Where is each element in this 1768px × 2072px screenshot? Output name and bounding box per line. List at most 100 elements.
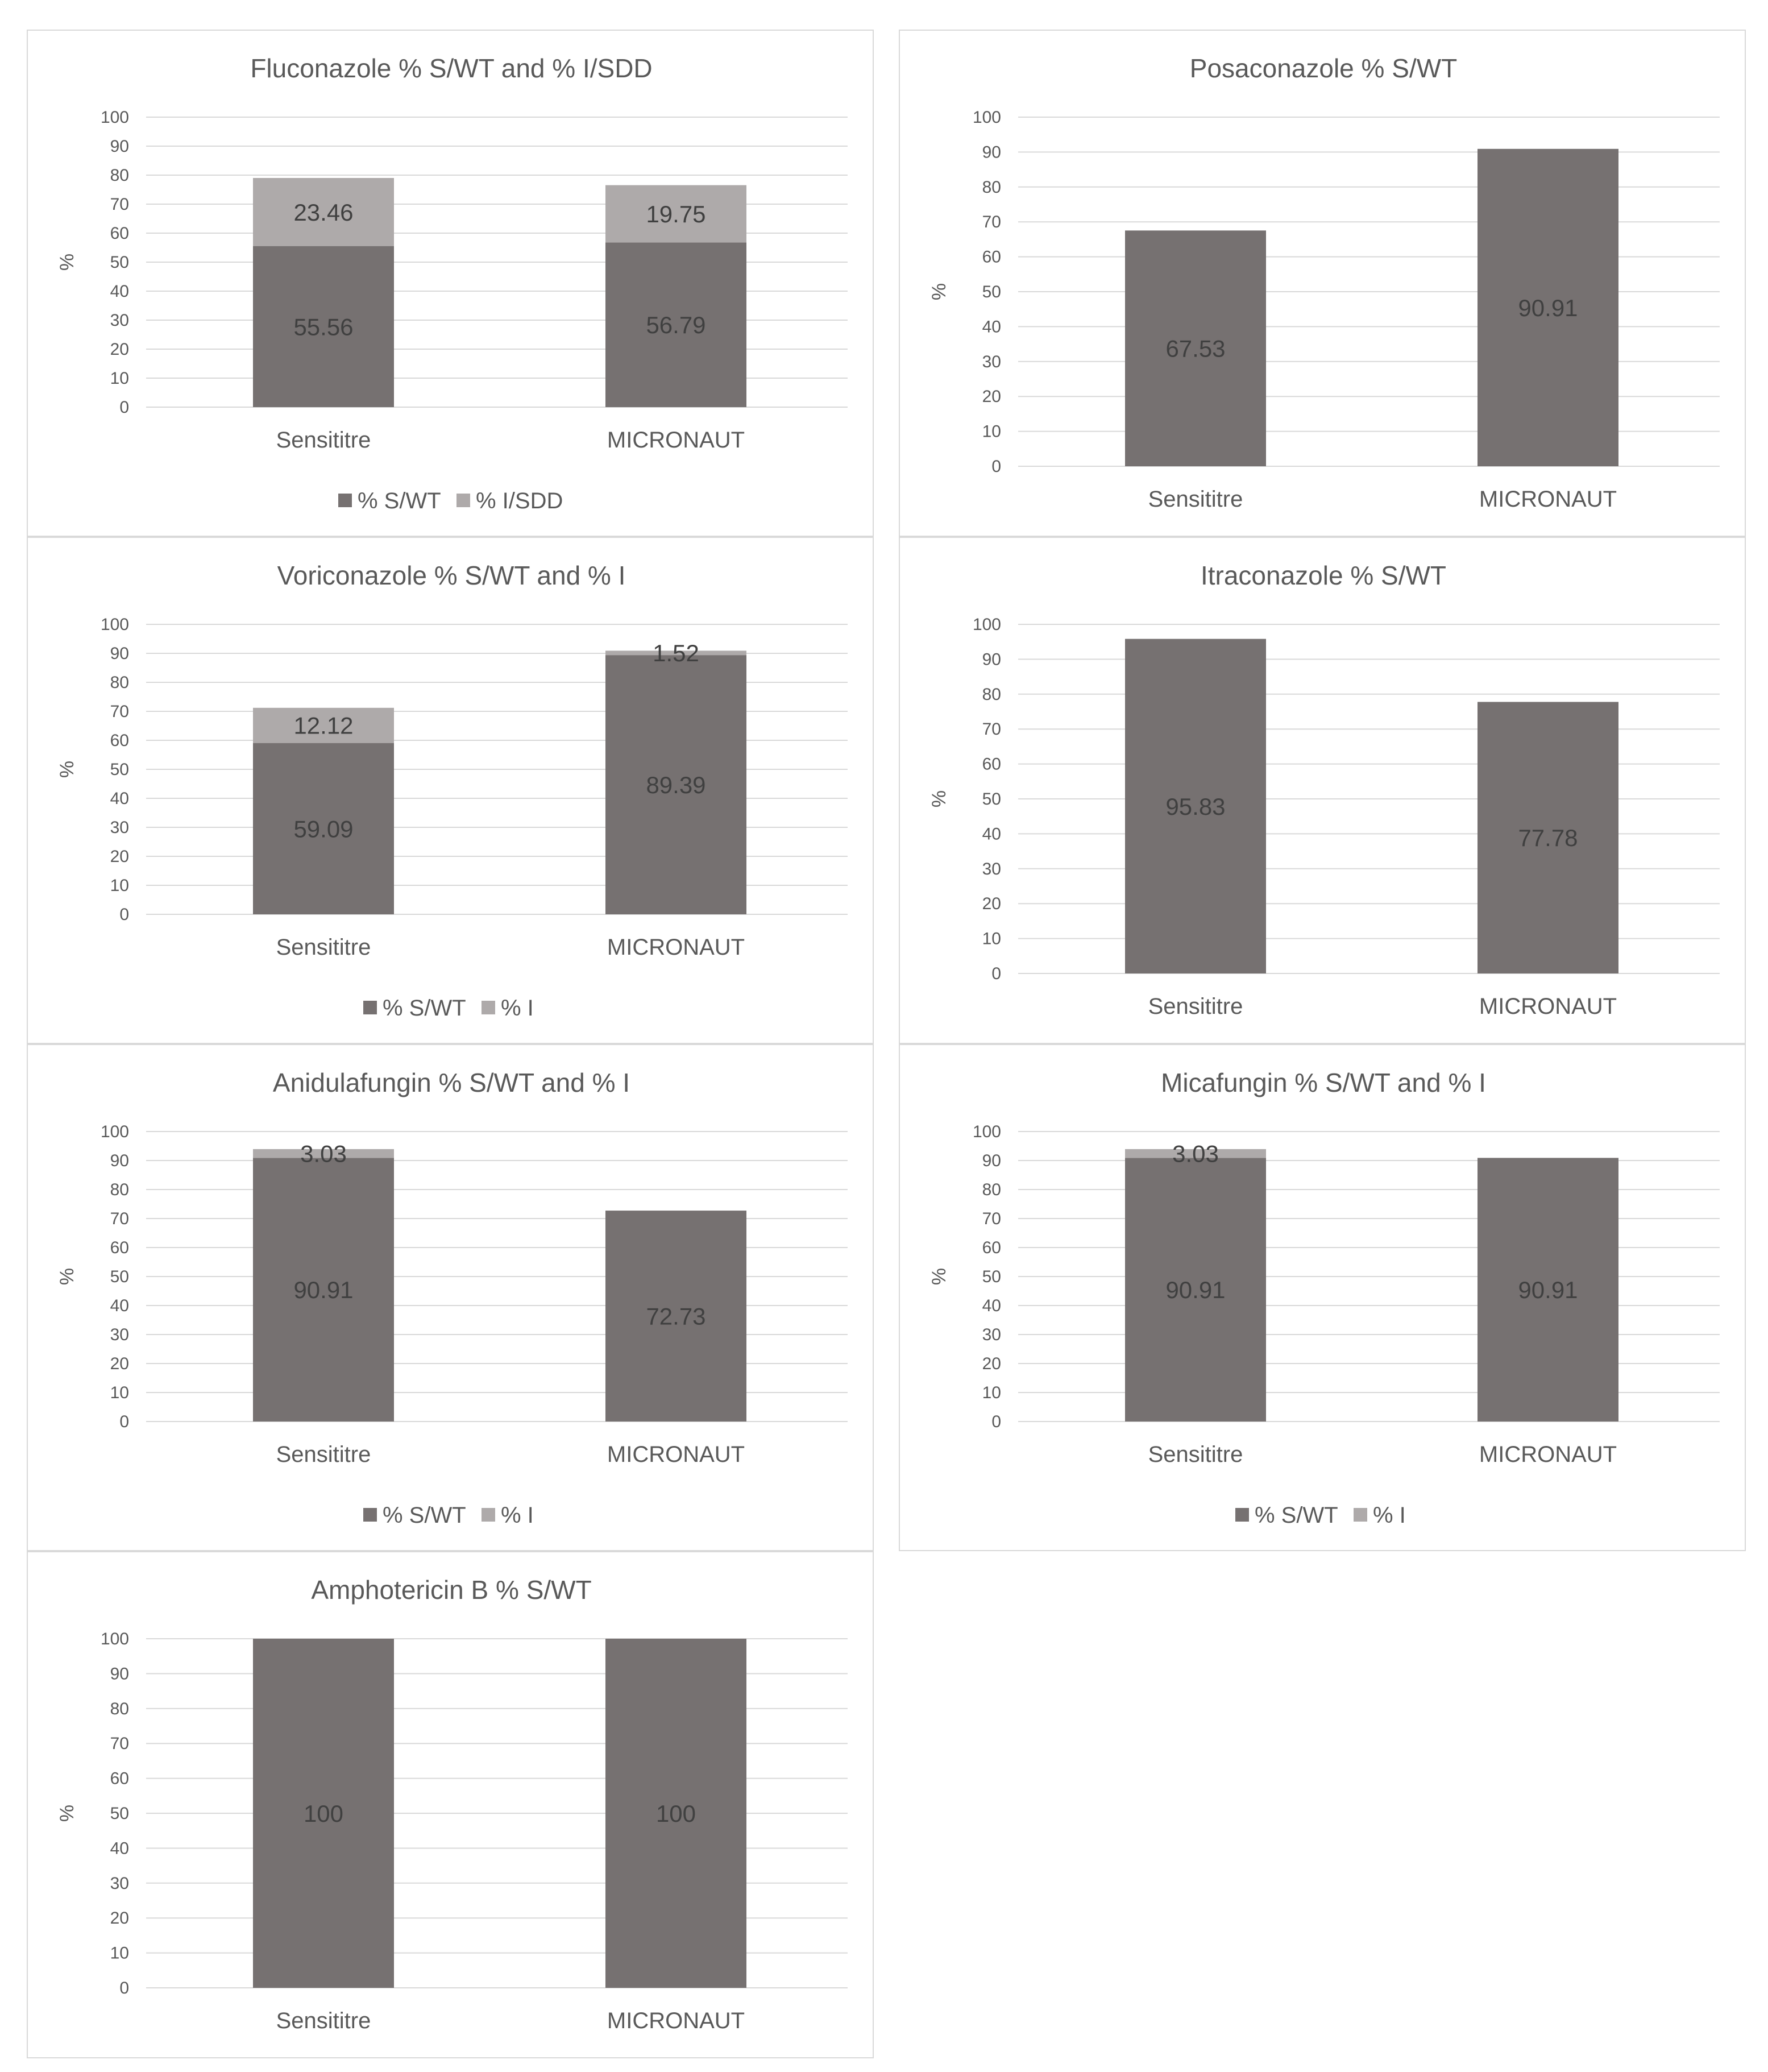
fluconazole-chart-panel: Fluconazole % S/WT and % I/SDD 0 10 20 30 40 5…: [27, 30, 874, 537]
y-tick-label: 60: [982, 248, 1001, 267]
data-label: 100: [304, 1800, 343, 1827]
bar-secondary-micronaut: [605, 650, 746, 656]
data-label: 95.83: [1165, 793, 1225, 820]
y-axis-title: %: [56, 761, 78, 778]
bar-primary-sensititre: [1125, 230, 1266, 466]
y-tick-label: 50: [110, 253, 129, 272]
y-tick-label: 40: [982, 317, 1001, 336]
legend-swatch: [482, 1001, 495, 1014]
data-label: 72.73: [646, 1303, 705, 1330]
bar-primary-micronaut: [605, 1211, 746, 1422]
y-tick-label: 80: [110, 673, 129, 692]
chart-title: Fluconazole % S/WT and % I/SDD: [250, 53, 652, 83]
anidulafungin-chart-panel: Anidulafungin % S/WT and % I 0 10 20 30 40 50 6…: [27, 1044, 874, 1551]
bar-primary-sensititre: [1125, 639, 1266, 973]
y-tick-label: 0: [991, 964, 1001, 983]
y-tick-label: 10: [982, 1383, 1001, 1402]
chart-svg: Itraconazole % S/WT 0 10 20 30 40 50 60 70 80 90 10…: [928, 561, 1720, 1019]
data-label: 77.78: [1518, 824, 1578, 851]
y-tick-label: 0: [119, 1979, 129, 1998]
y-tick-label: 0: [119, 905, 129, 924]
y-tick-label: 70: [982, 213, 1001, 231]
bar-primary-sensititre: [253, 246, 394, 407]
y-tick-label: 80: [110, 1180, 129, 1199]
category-label: MICRONAUT: [1479, 994, 1617, 1019]
y-tick-label: 50: [982, 1267, 1001, 1286]
y-tick-label: 70: [110, 702, 129, 721]
category-label: MICRONAUT: [607, 1442, 745, 1467]
y-tick-label: 80: [982, 1180, 1001, 1199]
y-tick-label: 40: [110, 1296, 129, 1315]
bar-primary-sensititre: [253, 1158, 394, 1422]
y-tick-label: 40: [982, 824, 1001, 843]
bar-primary-micronaut: [605, 242, 746, 407]
chart-title: Anidulafungin % S/WT and % I: [273, 1068, 630, 1097]
category-label: Sensititre: [1148, 1442, 1243, 1467]
y-tick-label: 90: [110, 1664, 129, 1683]
chart-title: Posaconazole % S/WT: [1190, 53, 1457, 83]
amphotericin-b-chart-panel: Amphotericin B % S/WT 0 10 20 30 40 50 60 70 80 90…: [27, 1551, 874, 2058]
legend-label: % S/WT: [358, 488, 441, 513]
y-tick-label: 90: [110, 137, 129, 156]
y-tick-label: 50: [110, 760, 129, 779]
data-label: 89.39: [646, 772, 705, 798]
y-tick-label: 60: [982, 1238, 1001, 1257]
y-tick-label: 50: [982, 790, 1001, 809]
posaconazole-chart-panel: Posaconazole % S/WT 0 10 20 30 40 50 60 70 80 90 10…: [899, 30, 1746, 537]
y-tick-label: 40: [982, 1296, 1001, 1315]
y-tick-label: 90: [110, 644, 129, 663]
y-tick-label: 30: [982, 353, 1001, 371]
bar-secondary-sensititre: [253, 1149, 394, 1158]
voriconazole-chart-panel: Voriconazole % S/WT and % I 0 10 20 30 40 50 60…: [27, 537, 874, 1044]
legend-swatch: [338, 494, 352, 507]
chart-title: Voriconazole % S/WT and % I: [277, 561, 626, 590]
y-tick-label: 30: [982, 860, 1001, 878]
y-axis-title: %: [928, 790, 950, 807]
y-tick-label: 0: [119, 1412, 129, 1431]
legend-label: % S/WT: [1255, 1503, 1338, 1528]
itraconazole-chart-panel: Itraconazole % S/WT 0 10 20 30 40 50 60 70 80 90 10…: [899, 537, 1746, 1044]
y-tick-label: 50: [982, 283, 1001, 301]
category-label: Sensititre: [276, 935, 371, 960]
y-tick-label: 60: [110, 224, 129, 243]
category-label: MICRONAUT: [607, 2008, 745, 2033]
y-tick-label: 80: [110, 1700, 129, 1718]
category-label: Sensititre: [1148, 994, 1243, 1019]
y-tick-label: 20: [982, 894, 1001, 913]
data-label: 1.52: [653, 640, 699, 666]
y-tick-label: 10: [110, 876, 129, 895]
y-tick-label: 100: [973, 108, 1001, 127]
y-tick-label: 90: [982, 143, 1001, 161]
y-tick-label: 100: [973, 615, 1001, 634]
y-tick-label: 30: [110, 1874, 129, 1893]
bar-secondary-sensititre: [253, 707, 394, 743]
legend-label: % S/WT: [383, 1503, 466, 1528]
category-label: Sensititre: [276, 1442, 371, 1467]
data-label: 90.91: [1165, 1277, 1225, 1303]
y-tick-label: 50: [110, 1267, 129, 1286]
y-tick-label: 50: [110, 1804, 129, 1823]
chart-title: Itraconazole % S/WT: [1201, 561, 1446, 590]
chart-svg: Voriconazole % S/WT and % I 0 10 20 30 40 50 60…: [56, 561, 848, 1021]
data-label: 55.56: [293, 313, 353, 340]
bar-primary-micronaut: [605, 1639, 746, 1988]
y-tick-label: 30: [110, 311, 129, 330]
y-tick-label: 70: [982, 1209, 1001, 1228]
y-tick-label: 30: [110, 818, 129, 837]
legend-swatch: [1354, 1508, 1367, 1522]
category-label: Sensititre: [276, 2008, 371, 2033]
y-tick-label: 100: [101, 1630, 129, 1648]
y-tick-label: 10: [110, 1944, 129, 1963]
y-tick-label: 60: [110, 1238, 129, 1257]
y-tick-label: 70: [982, 720, 1001, 739]
bar-primary-sensititre: [253, 1639, 394, 1988]
legend-swatch: [1235, 1508, 1249, 1522]
y-tick-label: 60: [110, 1770, 129, 1788]
micafungin-chart-panel: Micafungin % S/WT and % I 0 10 20 30 40 50 60 70…: [899, 1044, 1746, 1551]
chart-title: Amphotericin B % S/WT: [311, 1575, 591, 1605]
chart-svg: Anidulafungin % S/WT and % I 0 10 20 30 40 50 6…: [56, 1068, 848, 1528]
y-tick-label: 20: [110, 847, 129, 866]
y-tick-label: 70: [110, 1734, 129, 1753]
legend-label: % I: [501, 996, 534, 1021]
y-tick-label: 90: [982, 1151, 1001, 1170]
